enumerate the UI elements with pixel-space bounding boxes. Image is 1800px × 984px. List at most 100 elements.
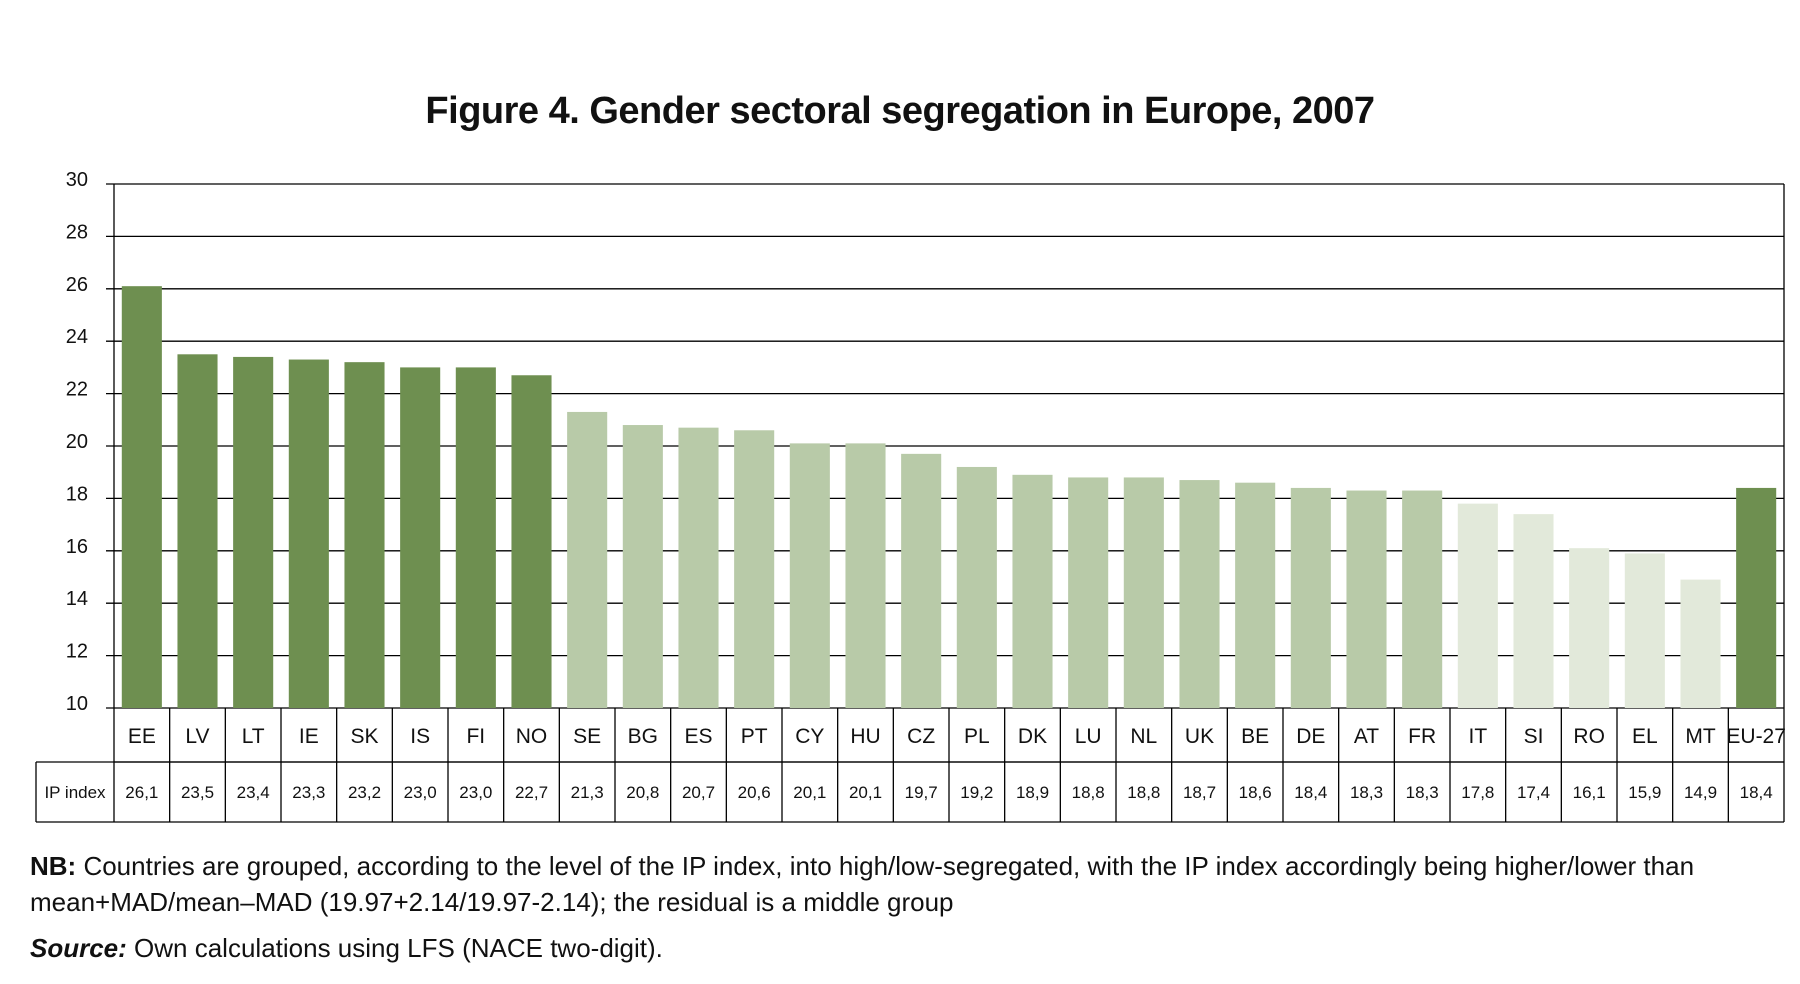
y-tick-label: 20 (66, 431, 88, 453)
bar-dk (1012, 474, 1053, 708)
bar-ee (121, 286, 162, 708)
category-label: EU-27 (1726, 725, 1786, 748)
bar-fi (455, 367, 496, 708)
y-tick-label: 10 (66, 693, 88, 715)
value-label: 17,4 (1517, 783, 1550, 802)
category-label: IS (410, 725, 430, 748)
bar-de (1290, 487, 1331, 708)
bar-hu (845, 443, 886, 708)
category-label: LU (1075, 725, 1102, 748)
category-label: AT (1354, 725, 1379, 748)
nb-text: Countries are grouped, according to the … (30, 851, 1695, 917)
value-label: 23,0 (459, 783, 492, 802)
value-label: 23,2 (348, 783, 381, 802)
source-text: Own calculations using LFS (NACE two-dig… (126, 933, 663, 963)
bar-it (1457, 503, 1498, 708)
value-label: 20,6 (738, 783, 771, 802)
category-label: PT (741, 725, 768, 748)
value-label: 19,7 (905, 783, 938, 802)
category-label: FR (1408, 725, 1436, 748)
category-label: RO (1573, 725, 1605, 748)
source-label: Source: (30, 933, 127, 963)
bar-is (400, 367, 441, 708)
category-label: CY (795, 725, 824, 748)
value-label: 18,6 (1239, 783, 1272, 802)
bar-ie (288, 359, 329, 708)
y-tick-label: 12 (66, 641, 88, 663)
data-table: IP index EE 26,1 LV 23,5 LT 23,4 IE 23,3 SK 23,2 IS… (35, 708, 1786, 823)
y-tick-label: 16 (66, 536, 88, 558)
y-tick-label: 28 (66, 221, 88, 243)
value-label: 20,7 (682, 783, 715, 802)
category-label: IE (299, 725, 319, 748)
bar-lt (233, 356, 274, 708)
value-label: 23,3 (292, 783, 325, 802)
value-label: 20,8 (626, 783, 659, 802)
value-label: 16,1 (1573, 783, 1606, 802)
y-axis-ticks: 10 12 14 16 18 20 22 24 26 28 30 (66, 169, 88, 715)
category-label: NL (1130, 725, 1157, 748)
bar-es (678, 427, 719, 708)
y-tick-label: 30 (66, 169, 88, 191)
y-tick-label: 24 (66, 326, 88, 348)
bar-lu (1068, 477, 1109, 708)
value-label: 18,4 (1294, 783, 1327, 802)
category-label: SE (573, 725, 601, 748)
bar-se (567, 411, 608, 708)
bar-mt (1680, 579, 1721, 708)
category-label: SK (350, 725, 378, 748)
bars (121, 286, 1777, 708)
bar-sk (344, 362, 385, 708)
category-label: NO (516, 725, 548, 748)
category-label: LV (185, 725, 209, 748)
bar-fr (1402, 490, 1443, 708)
value-label: 19,2 (960, 783, 993, 802)
value-label: 23,4 (237, 783, 270, 802)
category-label: BE (1241, 725, 1269, 748)
value-label: 18,3 (1350, 783, 1383, 802)
bar-bg (622, 425, 663, 708)
nb-note: NB: Countries are grouped, according to … (30, 848, 1770, 920)
value-label: 18,9 (1016, 783, 1049, 802)
category-label: FI (466, 725, 485, 748)
nb-label: NB: (30, 851, 77, 881)
bar-eu-27 (1736, 487, 1777, 708)
category-label: DK (1018, 725, 1047, 748)
value-label: 20,1 (849, 783, 882, 802)
category-label: ES (684, 725, 712, 748)
value-label: 18,3 (1406, 783, 1439, 802)
value-label: 18,4 (1740, 783, 1773, 802)
bar-no (511, 375, 552, 708)
y-tick-label: 14 (66, 588, 88, 610)
y-tick-label: 26 (66, 274, 88, 296)
category-label: PL (964, 725, 990, 748)
table-row-label: IP index (44, 783, 106, 802)
bar-chart: 10 12 14 16 18 20 22 24 26 28 30 IP index EE 26,1 LV 2… (35, 169, 1786, 823)
category-label: EE (128, 725, 156, 748)
bar-cy (789, 443, 830, 708)
value-label: 20,1 (793, 783, 826, 802)
category-label: DE (1296, 725, 1325, 748)
value-label: 26,1 (125, 783, 158, 802)
value-label: 17,8 (1461, 783, 1494, 802)
value-label: 18,7 (1183, 783, 1216, 802)
bar-el (1624, 553, 1665, 708)
bar-uk (1179, 480, 1220, 708)
bar-lv (177, 354, 218, 708)
category-label: CZ (907, 725, 935, 748)
category-label: LT (242, 725, 265, 748)
value-label: 21,3 (571, 783, 604, 802)
value-label: 14,9 (1684, 783, 1717, 802)
category-label: SI (1524, 725, 1544, 748)
category-label: BG (628, 725, 658, 748)
value-label: 22,7 (515, 783, 548, 802)
category-label: EL (1632, 725, 1658, 748)
value-label: 18,8 (1072, 783, 1105, 802)
category-label: IT (1468, 725, 1487, 748)
bar-at (1346, 490, 1387, 708)
bar-ro (1569, 548, 1610, 708)
category-label: MT (1685, 725, 1715, 748)
value-label: 15,9 (1628, 783, 1661, 802)
y-tick-label: 18 (66, 483, 88, 505)
y-tick-label: 22 (66, 379, 88, 401)
